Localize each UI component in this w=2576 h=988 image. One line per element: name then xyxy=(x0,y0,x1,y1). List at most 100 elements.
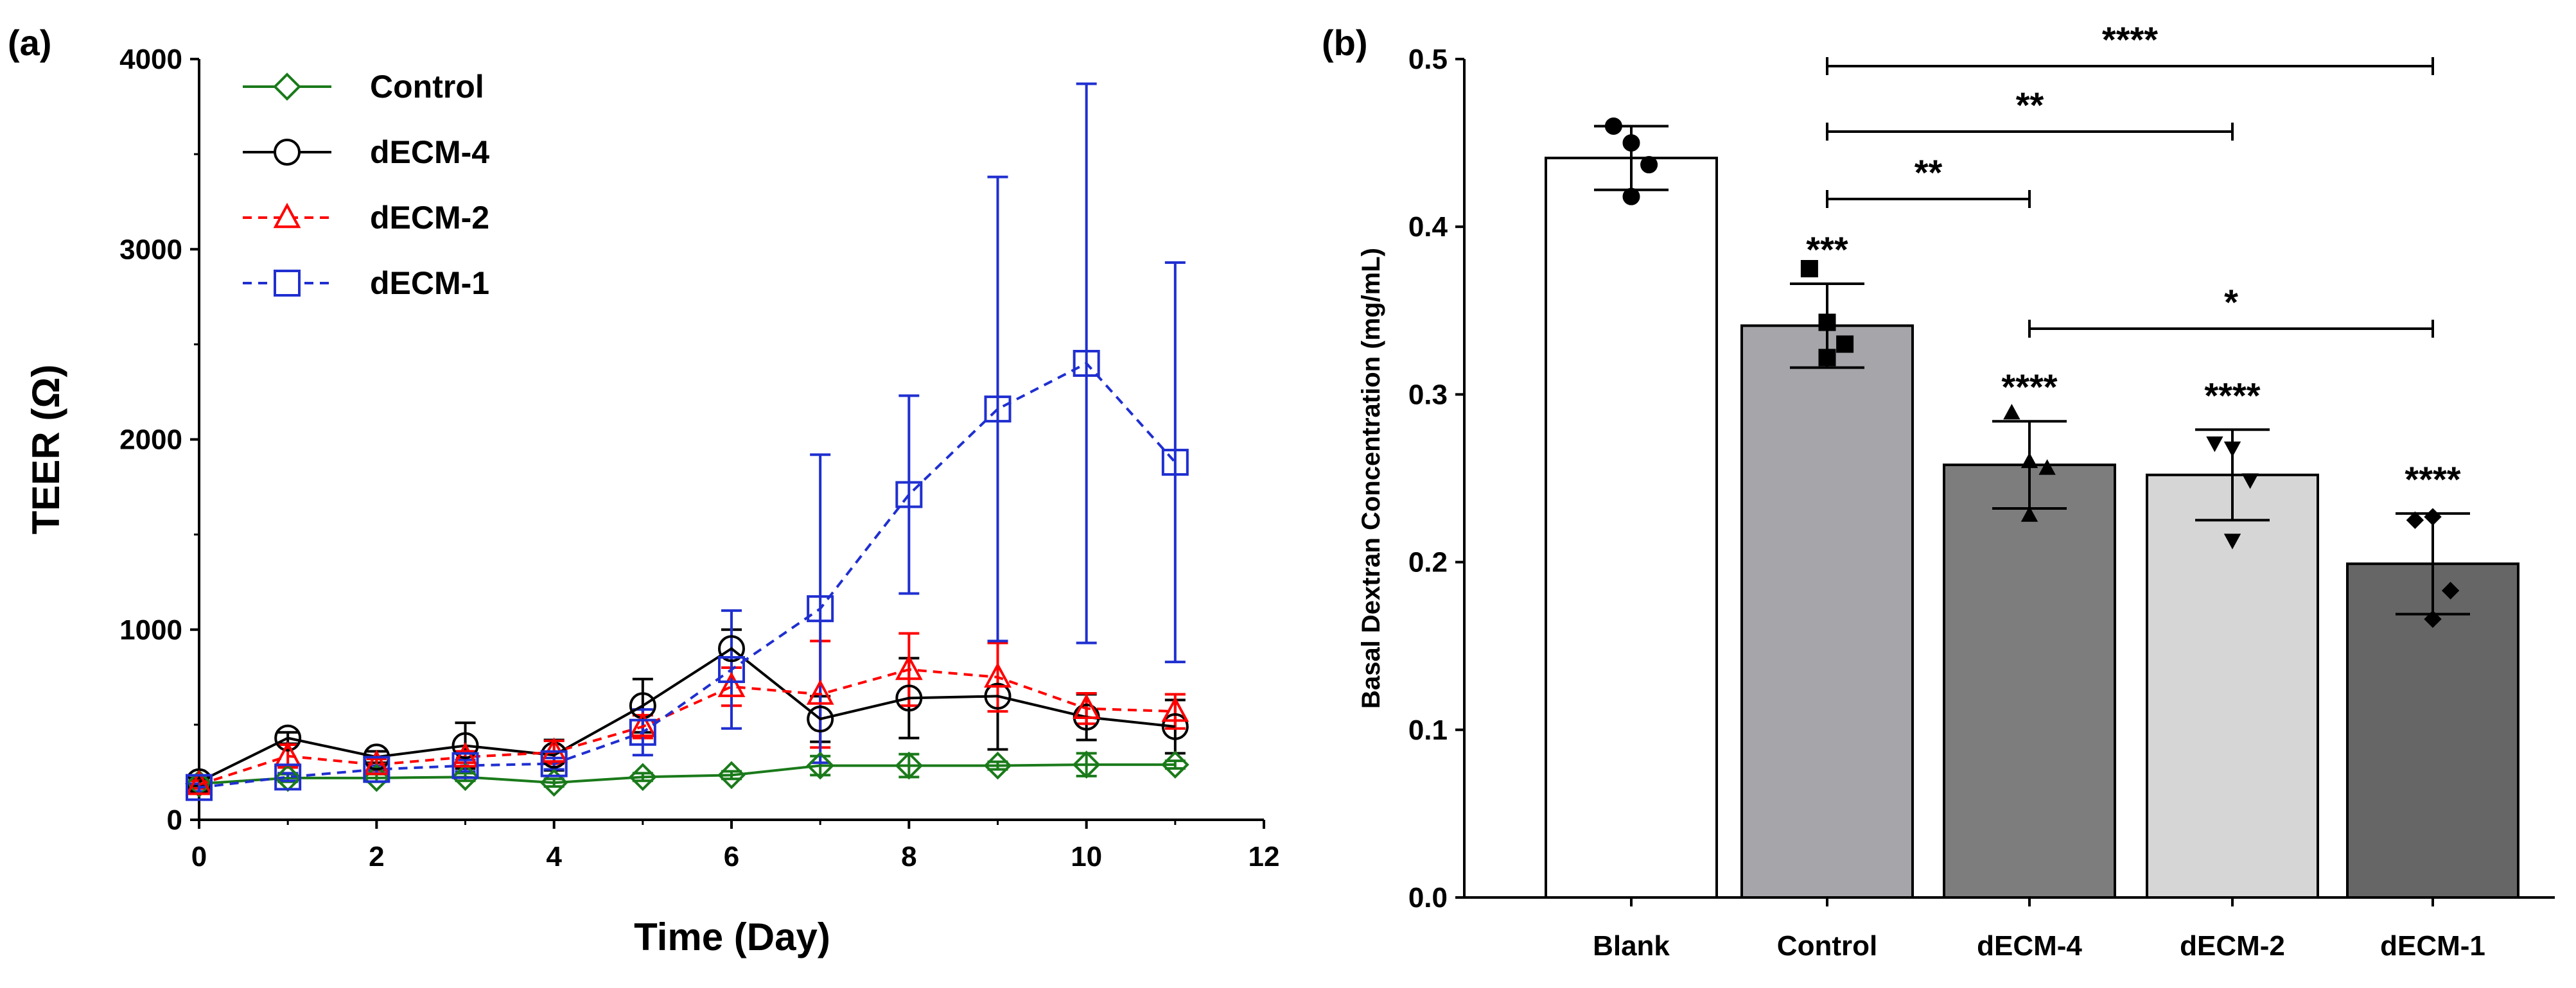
replicate-point xyxy=(2424,610,2442,628)
data-point xyxy=(806,751,834,780)
data-point xyxy=(629,763,657,792)
panel-a-y-tick-label: 2000 xyxy=(119,424,182,456)
panel-b-y-tick-label: 0.1 xyxy=(1408,715,1448,746)
data-point xyxy=(629,711,657,738)
data-point xyxy=(629,692,656,720)
replicate-point xyxy=(2441,582,2460,600)
panel-b-y-tick-label: 0.2 xyxy=(1408,547,1448,578)
series-Control-markers xyxy=(185,750,1189,798)
panel-b-y-tick-label: 0.4 xyxy=(1408,211,1448,243)
comparison-bracket: **** xyxy=(1826,19,2434,75)
replicate-point xyxy=(1640,156,1658,174)
data-point xyxy=(717,672,746,697)
significance-label: **** xyxy=(2001,367,2057,407)
data-point xyxy=(984,662,1012,688)
legend-marker xyxy=(273,73,301,101)
significance-label: **** xyxy=(2405,459,2460,499)
panel-a-x-tick-label: 10 xyxy=(1071,841,1102,872)
panel-a-x-tick-label: 8 xyxy=(901,841,916,872)
replicate-point xyxy=(2223,441,2241,458)
legend-marker xyxy=(273,202,301,229)
significance-label: **** xyxy=(2204,375,2260,415)
bar-dECM-4 xyxy=(1943,464,2116,899)
data-point xyxy=(718,635,745,663)
panel-a-plot xyxy=(185,82,1189,801)
legend-label: dECM-1 xyxy=(370,265,489,301)
data-point xyxy=(895,481,923,508)
series-dECM-1-line xyxy=(198,361,1177,789)
replicate-point xyxy=(1604,117,1622,135)
category-label: dECM-4 xyxy=(1977,930,2082,962)
replicate-point xyxy=(2003,404,2020,420)
panel-a-axes: 0 1000 2000 3000 4000 0 2 4 6 8 10 12 xyxy=(119,44,1279,872)
data-point xyxy=(807,595,834,623)
data-point xyxy=(540,750,568,777)
replicate-point xyxy=(2241,473,2259,489)
replicate-point xyxy=(1800,260,1818,277)
category-label: Blank xyxy=(1593,930,1670,962)
replicate-point xyxy=(2020,452,2038,469)
data-point xyxy=(363,756,390,783)
data-point xyxy=(895,684,923,712)
data-point xyxy=(717,761,746,790)
series-dECM-4-line xyxy=(198,646,1176,783)
panel-a-y-axis-title: TEER (Ω) xyxy=(24,365,67,535)
category-label: dECM-1 xyxy=(2380,930,2485,962)
panel-a-legend: Control dECM-4 dECM-2 dECM-1 xyxy=(243,69,489,301)
panel-b-axes: 0.0 0.1 0.2 0.3 0.4 0.5 Blank Control dECM-4 dECM… xyxy=(1408,44,2555,962)
bar-Blank xyxy=(1545,157,1718,899)
replicate-point xyxy=(2020,506,2038,522)
category-label: dECM-2 xyxy=(2180,930,2285,962)
replicate-point xyxy=(2223,533,2241,550)
comparison-bracket: ** xyxy=(1826,85,2234,141)
replicate-point xyxy=(2424,508,2442,526)
panel-a-x-tick-label: 4 xyxy=(546,841,562,872)
data-point xyxy=(1073,693,1101,719)
data-point xyxy=(1161,449,1189,476)
panel-a-y-tick-label: 1000 xyxy=(119,614,182,646)
data-point xyxy=(451,763,480,792)
data-point xyxy=(185,770,213,795)
bracket-label: **** xyxy=(2102,19,2158,60)
data-point xyxy=(274,724,302,752)
panel-b-y-tick-label: 0.0 xyxy=(1408,882,1448,914)
panel-a-x-tick-label: 2 xyxy=(369,841,384,872)
data-point xyxy=(806,679,834,705)
bracket-label: ** xyxy=(2016,85,2044,125)
comparison-bracket: * xyxy=(2028,282,2434,338)
data-point xyxy=(362,749,390,776)
panel-b-y-tick-label: 0.3 xyxy=(1408,379,1448,410)
panel-a-x-tick-label: 0 xyxy=(191,841,207,872)
replicate-point xyxy=(2406,511,2424,530)
data-point xyxy=(451,732,479,759)
panel-b-label: (b) xyxy=(1322,22,1368,63)
panel-b-plot: ******* ***************** xyxy=(1545,19,2519,899)
series-dECM-1-markers xyxy=(186,350,1189,801)
data-point xyxy=(984,395,1012,423)
data-point xyxy=(274,763,302,791)
data-point xyxy=(185,769,213,798)
bracket-label: * xyxy=(2224,282,2238,322)
category-label: Control xyxy=(1777,930,1877,962)
legend-label: dECM-2 xyxy=(370,200,489,236)
data-point xyxy=(1161,713,1189,740)
data-point xyxy=(186,774,213,801)
data-point xyxy=(1161,696,1189,722)
data-point xyxy=(718,655,745,683)
bracket-label: ** xyxy=(1914,152,1943,193)
replicate-point xyxy=(1622,187,1640,205)
series-dECM-4-markers xyxy=(186,635,1189,795)
data-point xyxy=(1073,350,1100,377)
legend-label: Control xyxy=(370,69,484,105)
panel-a-y-tick-label: 3000 xyxy=(119,234,182,265)
data-point xyxy=(1072,750,1101,779)
panel-a-label: (a) xyxy=(8,22,51,63)
data-point xyxy=(895,751,924,780)
series-Control-line xyxy=(198,763,1175,785)
series-dECM-2-line xyxy=(198,668,1175,786)
legend-label: dECM-4 xyxy=(370,134,489,170)
data-point xyxy=(807,705,834,732)
bar-Control xyxy=(1740,324,1914,899)
data-point xyxy=(984,682,1012,710)
